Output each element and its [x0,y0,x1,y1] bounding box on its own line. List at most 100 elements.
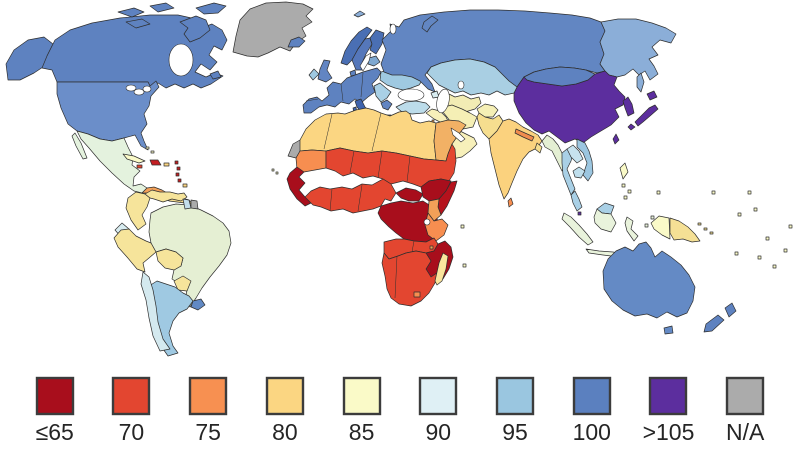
region-cape-verde-2 [275,171,279,175]
region-balkans [373,82,392,103]
region-solomons-1 [697,222,702,226]
border-niger-chad [377,150,383,179]
border-algeria-libya [371,112,382,152]
legend-swatch-70 [112,376,151,416]
great-lake-1 [125,84,137,92]
legend-item-95: 95 [479,376,551,446]
legend-item-85: 85 [326,376,398,446]
region-pacific-island-9 [757,255,762,260]
region-pacific-island-2 [711,190,716,195]
legend-swatch-100 [572,376,611,416]
region-trinidad [182,183,188,188]
region-indian-ocean-island-1 [460,224,465,229]
region-madagascar [434,252,449,286]
baltic-sea [359,52,372,72]
legend-item-gt105: >105 [632,376,704,446]
legend-label-100: 100 [572,419,611,445]
region-pacific-island-10 [772,264,777,269]
region-philippines-1 [621,183,626,188]
legend-swatch-90 [419,376,458,416]
region-indian-ocean-island-2 [462,263,467,268]
region-philippines-2 [627,189,632,194]
region-suriname [190,199,199,210]
region-mexico [76,130,148,194]
region-finland [369,29,385,55]
region-uk [317,59,333,83]
region-japan-hokkaido [646,90,658,101]
region-usa [56,80,160,151]
oceania [602,190,793,335]
region-pacific-island-11 [788,224,793,229]
region-novaya-zemlya [421,15,439,33]
region-sweden [351,37,373,71]
region-mongolia [523,66,596,87]
region-japan-honshu [634,104,659,127]
border-namibia-botswana [394,255,398,299]
region-lesotho [413,291,421,298]
legend-label-85: 85 [348,419,375,445]
region-pacific-island-3 [747,190,752,195]
great-lake-2 [133,88,145,96]
country-border-lines [305,72,415,299]
region-sri-lanka [507,197,514,208]
region-pacific-island-5 [753,207,758,212]
region-philippines-luzon [619,162,629,180]
legend-item-90: 90 [402,376,474,446]
region-cuba [122,153,146,164]
legend-swatch-gt105 [649,376,688,416]
region-baffin-island [179,15,211,43]
legend-label-le65: ≤65 [35,419,74,445]
region-uruguay [190,298,206,311]
region-antilles-2 [176,166,181,171]
region-west-papua [650,215,671,240]
legend-label-gt105: >105 [642,419,695,445]
region-bangladesh [534,142,543,154]
legend-swatch-80 [265,376,305,416]
region-chile [140,271,171,352]
world-map-container [5,1,793,357]
hudson-bay [168,43,194,77]
region-philippines-3 [623,195,628,200]
region-iran [441,104,478,130]
region-korea [622,96,635,117]
region-sakhalin [636,72,645,93]
border-france-spain [305,98,319,102]
region-russia-east [599,18,677,81]
black-sea [397,88,425,102]
region-sumatra [561,212,594,246]
region-nz-south-island [703,314,725,333]
border-nigeria-west [357,184,363,212]
region-mauritania [295,149,327,173]
region-tasmania [663,325,674,335]
caspian-sea [436,88,450,114]
region-laos [566,144,584,164]
legend-swatch-85 [342,376,381,416]
legend-label-70: 70 [118,419,145,445]
region-pacific-island-8 [734,251,739,256]
region-greenland [232,1,314,58]
region-vietnam [576,138,594,182]
world-map [5,1,793,357]
great-lake-3 [142,85,152,93]
region-nz-north-island [724,302,737,318]
region-antilles-1 [174,160,179,165]
border-chad-sudan [406,155,411,183]
region-singapore [577,211,582,216]
region-moluccas-1 [644,223,649,228]
region-pacific-island-1 [656,190,661,195]
region-bahamas-1 [145,146,150,150]
legend-swatch-na [725,376,765,416]
border-france-germany [340,83,344,102]
region-colombia [125,191,151,231]
region-bolivia [155,248,184,271]
region-borneo-indonesia [593,208,617,233]
region-svalbard [353,10,366,18]
legend-label-90: 90 [425,419,452,445]
region-malaysia [570,190,583,212]
white-sea [389,23,397,35]
legend-label-na: N/A [726,419,765,445]
legend-swatch-95 [495,376,535,416]
north-america [5,1,314,205]
region-southern-africa [381,250,438,307]
region-baltics [367,55,381,67]
